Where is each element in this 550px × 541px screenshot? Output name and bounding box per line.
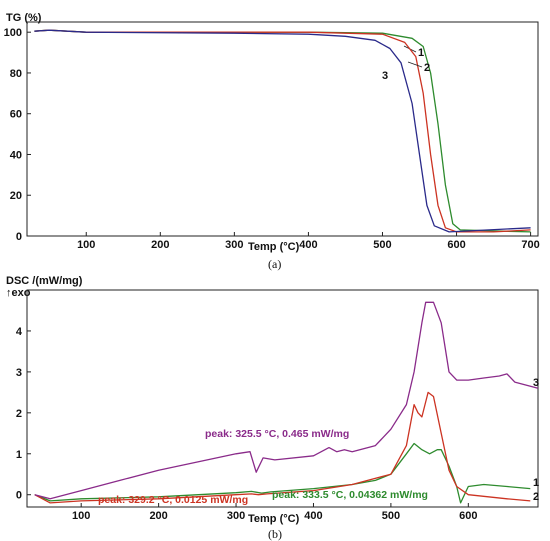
dsc-x-tick-label: 400 [304, 510, 322, 522]
dsc-caption: (b) [268, 527, 282, 541]
dsc-x-tick-label: 100 [72, 510, 90, 522]
annotation-peak-325: peak: 325.5 °C, 0.465 mW/mg [205, 428, 349, 440]
tg-x-tick-label: 100 [77, 239, 95, 251]
dsc-y-axis-label: DSC /(mW/mg) [6, 275, 83, 287]
dsc-y-tick-label: 0 [16, 490, 22, 502]
tg-y-tick-label: 100 [4, 27, 22, 39]
dsc-series-line-3 [34, 301, 539, 500]
dsc-x-tick-label: 200 [149, 510, 167, 522]
tg-series-label-1: 1 [418, 47, 424, 59]
dsc-x-tick-label: 600 [459, 510, 477, 522]
tg-panel: TG (%) Temp (°C) (a) 100 200 300 400 500 600 7… [4, 12, 540, 271]
tg-y-tick-label: 60 [10, 109, 22, 121]
tg-x-tick-label: 300 [225, 239, 243, 251]
tg-x-axis-label: Temp (°C) [248, 241, 300, 253]
dsc-x-axis-label: Temp (°C) [248, 513, 300, 525]
dsc-panel: DSC /(mW/mg) ↑exo Temp (°C) (b) 100 200 30… [6, 275, 539, 541]
dsc-y-tick-label: 1 [16, 449, 22, 461]
annotation-peak-329: peak: 329.2 °C, 0.0125 mW/mg [98, 494, 248, 506]
tg-series-label-leader [407, 61, 423, 68]
dsc-x-tick-label: 300 [227, 510, 245, 522]
tg-y-tick-label: 0 [16, 231, 22, 243]
tg-y-tick-label: 20 [10, 190, 22, 202]
tg-y-tick-label: 40 [10, 149, 22, 161]
dsc-y-tick-label: 3 [16, 367, 22, 379]
dsc-exo-label: ↑exo [6, 287, 31, 299]
tg-series-label-2: 2 [424, 62, 430, 74]
tg-y-tick-label: 80 [10, 68, 22, 80]
dsc-series-label-1: 1 [533, 477, 539, 489]
dsc-series-label-2: 2 [533, 491, 539, 503]
tg-caption: (a) [268, 257, 281, 271]
tg-x-tick-label: 500 [373, 239, 391, 251]
dsc-series-line-1 [34, 442, 531, 504]
dsc-y-tick-label: 4 [16, 326, 23, 338]
annotation-peak-333: peak: 333.5 °C, 0.04362 mW/mg [272, 489, 428, 501]
tg-series-label-3: 3 [382, 70, 388, 82]
dsc-x-tick-label: 500 [382, 510, 400, 522]
tg-axes: 100 200 300 400 500 600 700 0 20 40 60 80 100 [4, 21, 540, 251]
dsc-plot-frame [26, 289, 539, 508]
tg-plot-frame [26, 21, 539, 237]
tg-x-tick-label: 200 [151, 239, 169, 251]
dsc-y-tick-label: 2 [16, 408, 22, 420]
tg-series-line-1 [34, 29, 531, 233]
tg-y-axis-label: TG (%) [6, 12, 42, 24]
tg-series-line-2 [34, 29, 531, 233]
tg-x-tick-label: 400 [299, 239, 317, 251]
dsc-series-line-2 [34, 391, 531, 504]
tg-series-line-3 [34, 29, 531, 233]
tg-series-group: 12 3 [34, 29, 531, 233]
tg-x-tick-label: 600 [447, 239, 465, 251]
dsc-series-group: 1 2 3 [34, 301, 539, 504]
dsc-series-label-3: 3 [533, 377, 539, 389]
dsc-axes: 100 200 300 400 500 600 0 1 2 3 4 [16, 289, 539, 522]
tg-x-tick-label: 700 [521, 239, 539, 251]
